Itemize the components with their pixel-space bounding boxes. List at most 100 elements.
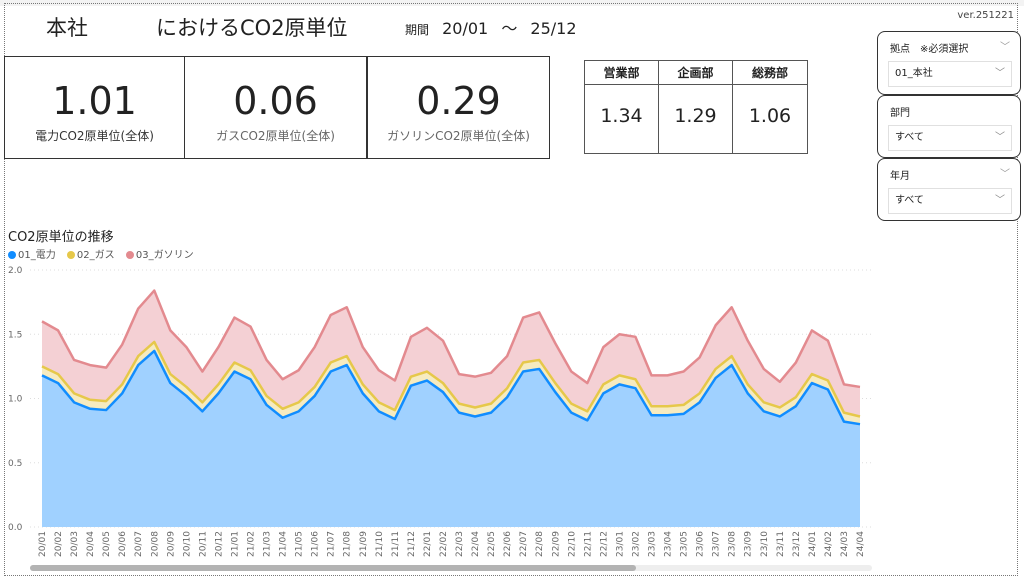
department-column: 企画部 1.29 — [659, 61, 733, 153]
line-02_ガス — [41, 340, 861, 418]
legend-label: 02_ガス — [76, 250, 115, 261]
x-tick-label: 21/06 — [311, 531, 321, 557]
kpi-value: 0.29 — [416, 79, 501, 123]
x-tick-label: 20/08 — [150, 531, 160, 557]
site-title: 本社 — [46, 16, 88, 40]
page-title: におけるCO2原単位 — [156, 16, 348, 40]
department-column: 総務部 1.06 — [733, 61, 807, 153]
report-canvas — [4, 3, 1018, 576]
x-tick-label: 20/09 — [166, 531, 176, 557]
scrollbar-thumb[interactable] — [30, 565, 636, 571]
kpi-label: ガスCO2原単位(全体) — [216, 129, 335, 143]
x-tick-label: 20/01 — [38, 531, 48, 557]
line-03_ガソリン — [41, 289, 861, 389]
x-tick-label: 23/07 — [712, 531, 722, 557]
x-tick-label: 23/04 — [664, 531, 674, 557]
period-separator: ～ — [501, 19, 518, 38]
slicer-dropdown[interactable]: すべて ﹀ — [888, 125, 1012, 151]
line-01_電力 — [41, 349, 861, 426]
slicer-year-month: 年月 ﹀ すべて ﹀ — [877, 158, 1021, 221]
legend-dot-icon — [8, 251, 16, 259]
x-tick-label: 20/07 — [134, 531, 144, 557]
x-tick-label: 24/01 — [808, 531, 818, 557]
x-tick-label: 22/04 — [471, 531, 481, 557]
period-label: 期間 — [405, 23, 430, 37]
x-tick-label: 22/11 — [583, 531, 593, 557]
x-tick-label: 22/03 — [455, 531, 465, 557]
slicer-value: すべて — [895, 195, 924, 206]
legend-dot-icon — [125, 251, 134, 259]
chart-legend: 01_電力 02_ガス 03_ガソリン — [8, 246, 202, 261]
legend-item[interactable]: 01_電力 — [8, 250, 60, 261]
period: 期間 20/01 ～ 25/12 — [405, 15, 585, 39]
chart-title: CO2原単位の推移 — [8, 230, 114, 245]
x-tick-label: 20/05 — [102, 531, 112, 557]
department-value: 1.29 — [674, 105, 717, 127]
x-tick-label: 22/01 — [423, 531, 433, 557]
x-tick-label: 20/11 — [198, 531, 208, 557]
department-value: 1.34 — [600, 105, 643, 127]
x-tick-label: 20/10 — [182, 531, 192, 557]
legend-item[interactable]: 02_ガス — [66, 250, 119, 261]
period-to: 25/12 — [530, 19, 577, 38]
chevron-down-icon[interactable]: ﹀ — [1000, 42, 1010, 53]
slicer-value: すべて — [895, 132, 924, 143]
kpi-value: 0.06 — [233, 79, 318, 123]
x-tick-label: 20/06 — [118, 531, 128, 557]
kpi-card-gasoline: 0.29 ガソリンCO2原単位(全体) — [367, 56, 550, 159]
slicer-dropdown[interactable]: すべて ﹀ — [888, 188, 1012, 214]
x-tick-label: 24/04 — [856, 531, 866, 557]
x-tick-label: 22/10 — [567, 531, 577, 557]
x-tick-label: 21/12 — [407, 531, 417, 557]
x-tick-label: 23/11 — [776, 531, 786, 557]
x-tick-label: 23/02 — [631, 531, 641, 557]
area-03_ガソリン — [42, 290, 860, 417]
x-tick-label: 21/02 — [247, 531, 257, 557]
x-tick-label: 23/06 — [696, 531, 706, 557]
y-tick-label: 1.5 — [8, 330, 22, 340]
chevron-down-icon: ﹀ — [995, 68, 1005, 79]
department-table: 営業部 1.34 企画部 1.29 総務部 1.06 — [584, 60, 808, 154]
slicer-value: 01_本社 — [895, 68, 933, 79]
x-tick-label: 23/09 — [744, 531, 754, 557]
kpi-label: ガソリンCO2原単位(全体) — [387, 129, 530, 143]
department-name: 営業部 — [585, 61, 658, 85]
legend-item[interactable]: 03_ガソリン — [125, 250, 198, 261]
department-value: 1.06 — [748, 105, 792, 127]
x-tick-label: 21/01 — [230, 531, 240, 557]
kpi-value: 1.01 — [52, 79, 137, 123]
slicer-title: 年月 — [890, 171, 910, 182]
x-tick-label: 21/07 — [327, 531, 337, 557]
slicer-department: 部門 すべて ﹀ — [877, 95, 1021, 158]
x-tick-label: 20/02 — [54, 531, 64, 557]
department-name: 総務部 — [733, 61, 807, 85]
x-tick-label: 23/03 — [647, 531, 657, 557]
chevron-down-icon: ﹀ — [995, 132, 1005, 143]
slicer-site: 拠点 ※必須選択 ﹀ 01_本社 ﹀ — [877, 31, 1021, 95]
slicer-dropdown[interactable]: 01_本社 ﹀ — [888, 61, 1012, 87]
x-tick-label: 22/09 — [551, 531, 561, 557]
x-tick-label: 20/03 — [70, 531, 80, 557]
legend-label: 03_ガソリン — [135, 250, 194, 261]
co2-area-chart: 0.0 0.5 1.0 1.5 2.0 20/01 20/02 20/03 20/04 20/05… — [8, 266, 872, 557]
x-tick-label: 21/09 — [359, 531, 369, 557]
kpi-card-electricity: 1.01 電力CO2原単位(全体) — [4, 56, 185, 159]
x-tick-label: 22/06 — [503, 531, 513, 557]
x-tick-label: 24/03 — [840, 531, 850, 557]
slicer-title: 拠点 ※必須選択 — [890, 44, 969, 55]
x-tick-label: 21/05 — [295, 531, 305, 557]
x-tick-label: 22/07 — [519, 531, 529, 557]
x-tick-label: 23/10 — [760, 531, 770, 557]
x-tick-label: 21/03 — [263, 531, 273, 557]
area-01_電力 — [42, 350, 860, 527]
y-tick-label: 0.5 — [8, 459, 22, 469]
y-tick-label: 1.0 — [8, 395, 23, 405]
x-tick-label: 20/12 — [214, 531, 224, 557]
y-tick-label: 2.0 — [8, 266, 23, 276]
x-tick-label: 23/01 — [615, 531, 625, 557]
x-tick-label: 22/12 — [599, 531, 609, 557]
period-from: 20/01 — [442, 19, 489, 38]
kpi-label: 電力CO2原単位(全体) — [35, 129, 154, 143]
x-tick-label: 22/08 — [535, 531, 545, 557]
chevron-down-icon[interactable]: ﹀ — [1000, 169, 1010, 180]
